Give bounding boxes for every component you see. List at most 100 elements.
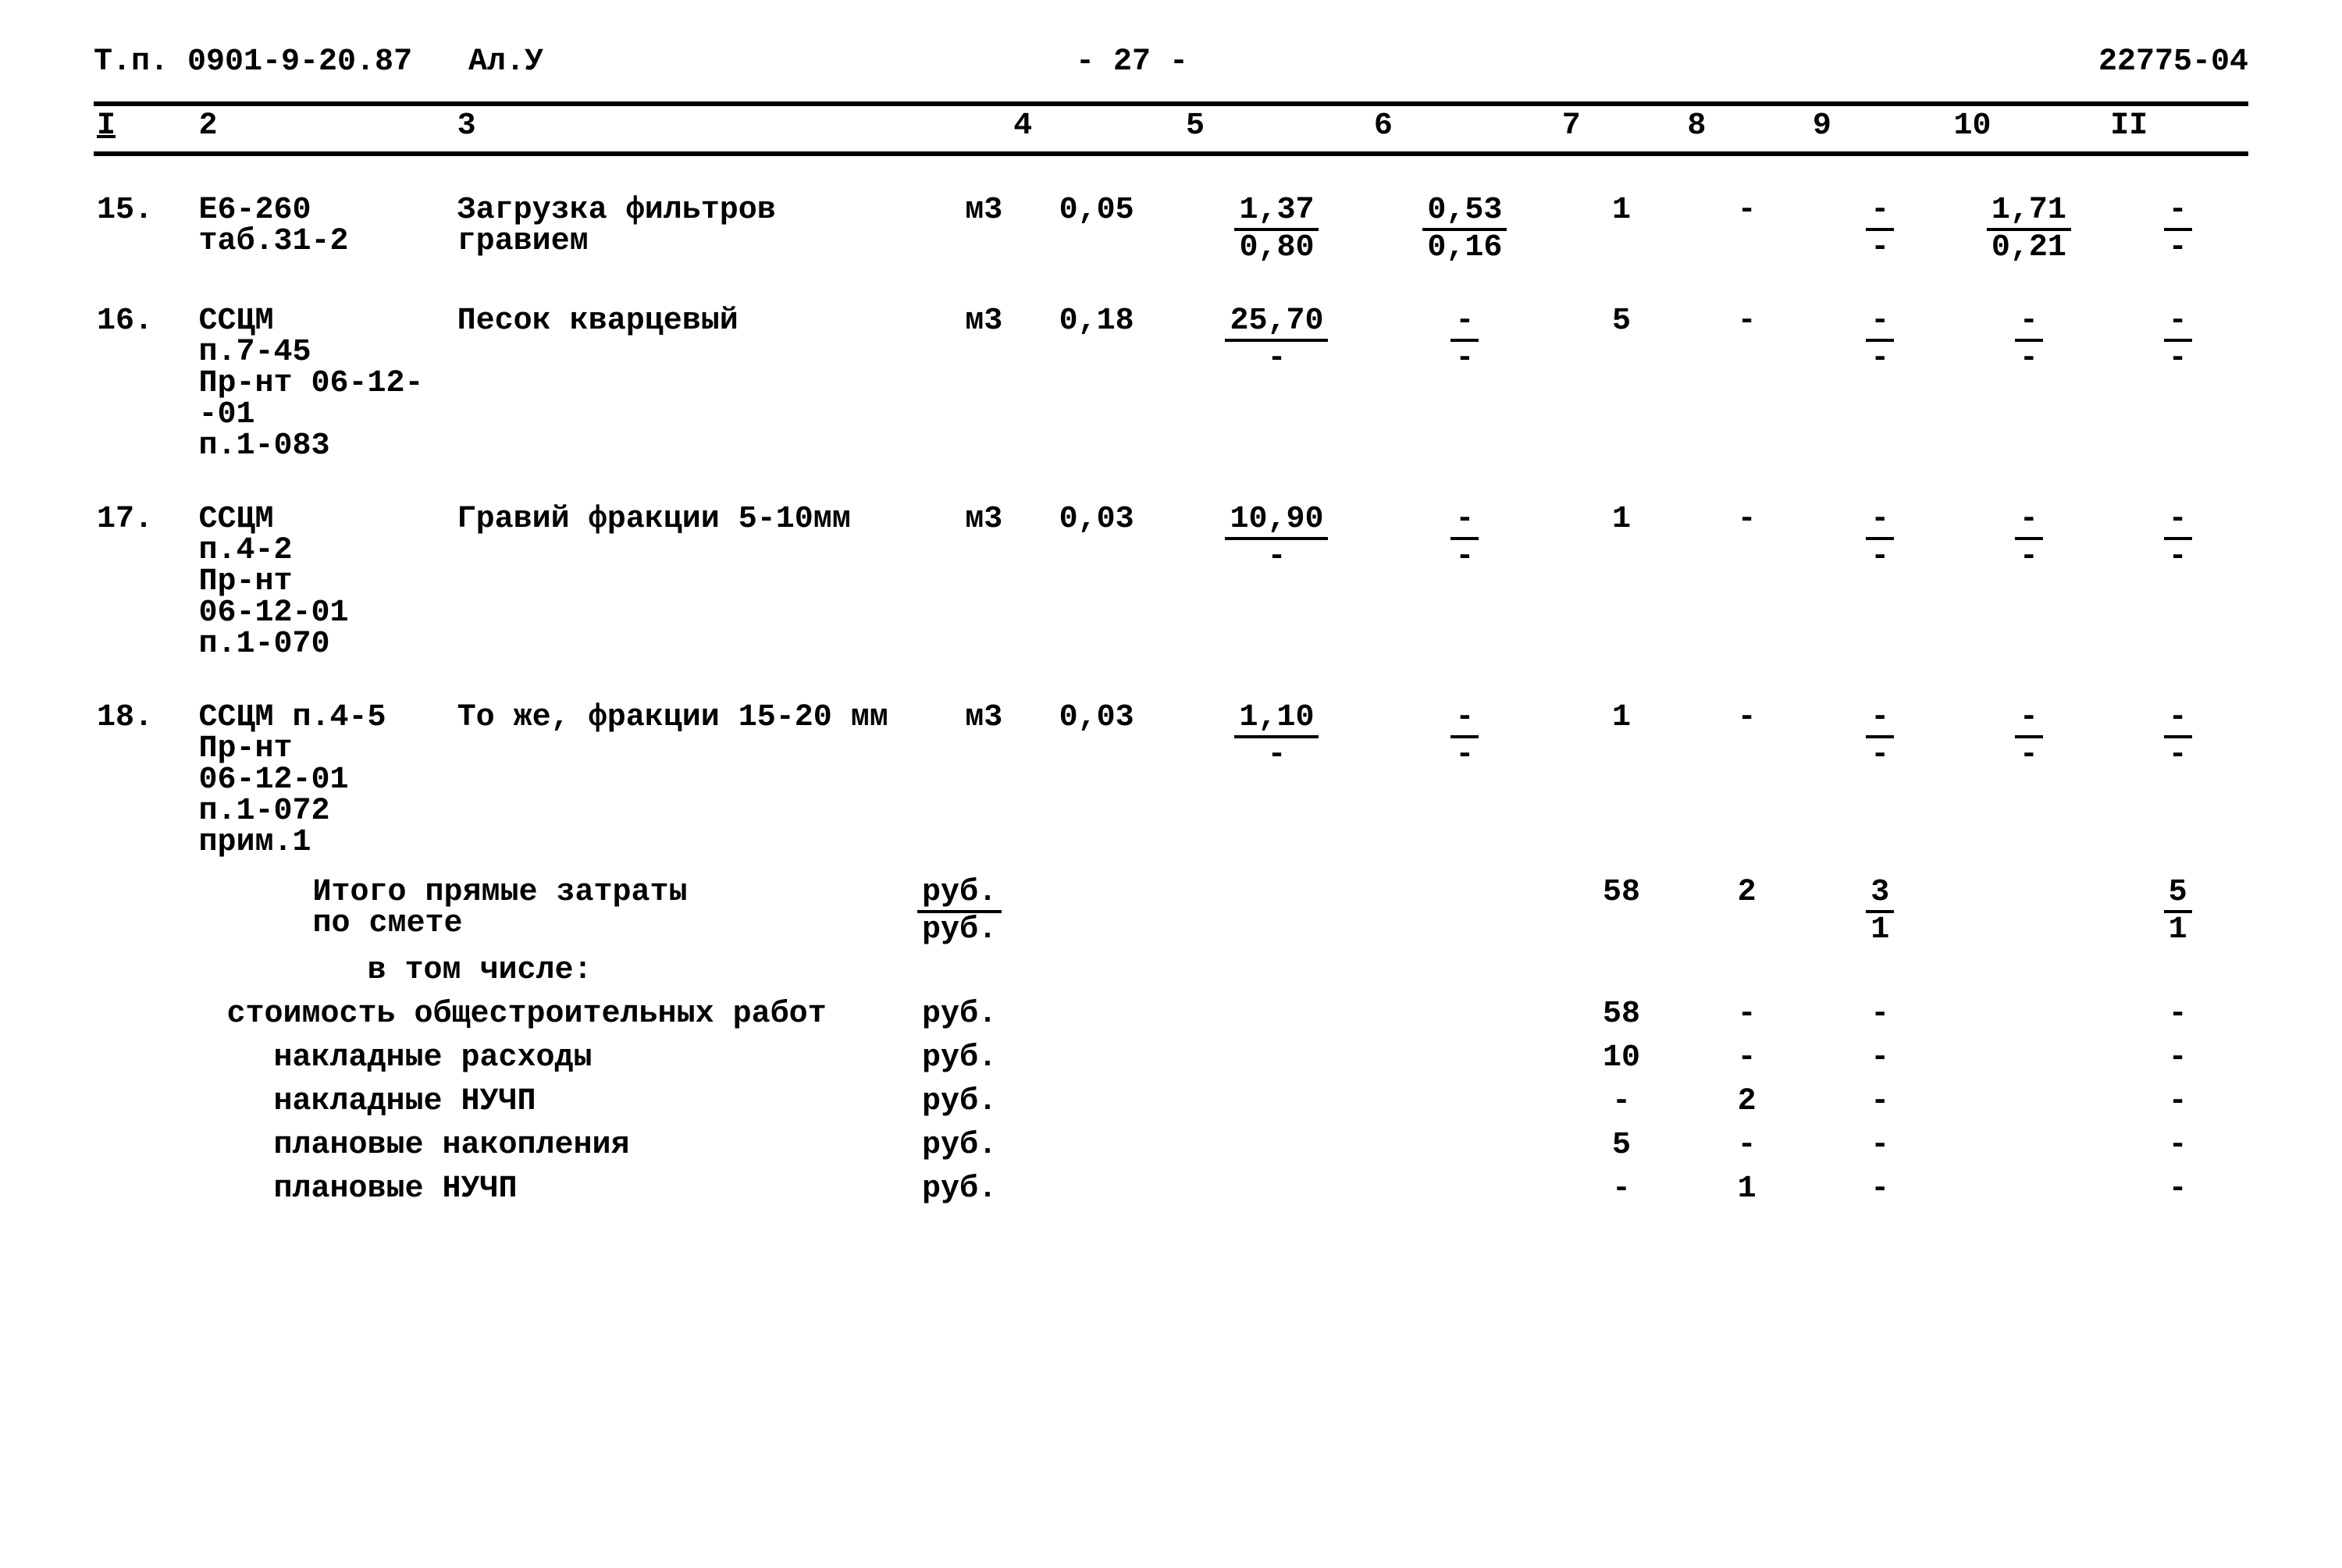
row-ref: ССЦМ п.4-2 Пр-нт 06-12-01 п.1-070 bbox=[195, 465, 454, 663]
summary-label: накладные расходы bbox=[195, 1036, 908, 1080]
row-ref: Е6-260 таб.31-2 bbox=[195, 154, 454, 267]
row-desc: То же, фракции 15-20 мм bbox=[454, 663, 909, 862]
cell: -- bbox=[1951, 267, 2108, 465]
summary-incl-label: в том числе: bbox=[195, 949, 2248, 993]
col-10: 10 bbox=[1951, 104, 2108, 154]
row-desc: Загрузка фильтров гравием bbox=[454, 154, 909, 267]
row-ref: ССЦМ п.7-45 Пр-нт 06-12- -01 п.1-083 bbox=[195, 267, 454, 465]
col-4: 4 bbox=[1010, 104, 1183, 154]
header-code: 22775-04 bbox=[1405, 47, 2248, 78]
cell: 5 bbox=[1559, 1124, 1685, 1168]
cell: -- bbox=[2107, 154, 2248, 267]
cell: -- bbox=[1810, 154, 1951, 267]
page: Т.п. 0901-9-20.87 Ал.У - 27 - 22775-04 I… bbox=[0, 0, 2342, 1568]
table-row: 16.ССЦМ п.7-45 Пр-нт 06-12- -01 п.1-083П… bbox=[94, 267, 2248, 465]
cell: - bbox=[2107, 993, 2248, 1036]
cell: - bbox=[2107, 1168, 2248, 1211]
col-1: I bbox=[94, 104, 195, 154]
summary-label: стоимость общестроительных работ bbox=[195, 993, 908, 1036]
cell: - bbox=[1684, 663, 1810, 862]
col-9: 9 bbox=[1810, 104, 1951, 154]
cell: 1,710,21 bbox=[1951, 154, 2108, 267]
cell: - bbox=[1684, 154, 1810, 267]
cell: -- bbox=[1810, 465, 1951, 663]
summary-body: Итого прямые затраты по сметеруб.руб.582… bbox=[94, 862, 2248, 1211]
cell: 1 bbox=[1684, 1168, 1810, 1211]
cell: - bbox=[1559, 1168, 1685, 1211]
row-num: 15. bbox=[94, 154, 195, 267]
cell: -- bbox=[1371, 267, 1559, 465]
cell: - bbox=[1684, 1036, 1810, 1080]
cell: - bbox=[1810, 1036, 1951, 1080]
row-unit: м3 bbox=[909, 663, 1010, 862]
cell: 1 bbox=[1559, 663, 1685, 862]
cell: 1,370,80 bbox=[1183, 154, 1371, 267]
cell: -- bbox=[1810, 267, 1951, 465]
summary-unit: руб.руб. bbox=[909, 862, 1010, 949]
cell: 0,03 bbox=[1010, 663, 1183, 862]
cell: - bbox=[1684, 993, 1810, 1036]
table-header: I 2 3 4 5 6 7 8 9 10 II bbox=[94, 104, 2248, 154]
cell: -- bbox=[2107, 267, 2248, 465]
row-num: 18. bbox=[94, 663, 195, 862]
summary-label: накладные НУЧП bbox=[195, 1080, 908, 1124]
cell: 58 bbox=[1559, 993, 1685, 1036]
col-11: II bbox=[2107, 104, 2248, 154]
table-row: 18.ССЦМ п.4-5 Пр-нт 06-12-01 п.1-072 при… bbox=[94, 663, 2248, 862]
page-header: Т.п. 0901-9-20.87 Ал.У - 27 - 22775-04 bbox=[94, 47, 2248, 78]
cell: - bbox=[1810, 1168, 1951, 1211]
cell: - bbox=[2107, 1080, 2248, 1124]
cell: 0,530,16 bbox=[1371, 154, 1559, 267]
row-num: 17. bbox=[94, 465, 195, 663]
header-page: - 27 - bbox=[859, 47, 1405, 78]
summary-row: накладные расходыруб.10--- bbox=[94, 1036, 2248, 1080]
cell: -- bbox=[2107, 663, 2248, 862]
summary-row: накладные НУЧПруб.-2-- bbox=[94, 1080, 2248, 1124]
cell: -- bbox=[1371, 663, 1559, 862]
row-num: 16. bbox=[94, 267, 195, 465]
cell: - bbox=[1810, 993, 1951, 1036]
cell: -- bbox=[1371, 465, 1559, 663]
cell: -- bbox=[2107, 465, 2248, 663]
col-2: 2 bbox=[195, 104, 454, 154]
cell: -- bbox=[1951, 465, 2108, 663]
summary-unit: руб. bbox=[909, 1036, 1010, 1080]
cell: - bbox=[1559, 1080, 1685, 1124]
header-tp: Т.п. 0901-9-20.87 bbox=[94, 47, 468, 78]
cell: - bbox=[1810, 1124, 1951, 1168]
cell: 0,18 bbox=[1010, 267, 1183, 465]
summary-head: Итого прямые затраты по сметеруб.руб. 582… bbox=[94, 862, 2248, 949]
cell: 5 bbox=[1559, 267, 1685, 465]
cell: - bbox=[1810, 1080, 1951, 1124]
cell: - bbox=[2107, 1124, 2248, 1168]
row-desc: Гравий фракции 5-10мм bbox=[454, 465, 909, 663]
row-ref: ССЦМ п.4-5 Пр-нт 06-12-01 п.1-072 прим.1 bbox=[195, 663, 454, 862]
summary-label: плановые НУЧП bbox=[195, 1168, 908, 1211]
summary-row: стоимость общестроительных работруб.58--… bbox=[94, 993, 2248, 1036]
cell: - bbox=[1684, 267, 1810, 465]
summary-unit: руб. bbox=[909, 993, 1010, 1036]
row-desc: Песок кварцевый bbox=[454, 267, 909, 465]
cell: 10 bbox=[1559, 1036, 1685, 1080]
cell: 2 bbox=[1684, 862, 1810, 949]
cell: 1 bbox=[1559, 154, 1685, 267]
summary-unit: руб. bbox=[909, 1080, 1010, 1124]
cell: 10,90- bbox=[1183, 465, 1371, 663]
summary-incl: в том числе: bbox=[94, 949, 2248, 993]
col-8: 8 bbox=[1684, 104, 1810, 154]
row-unit: м3 bbox=[909, 154, 1010, 267]
summary-title: Итого прямые затраты по смете bbox=[195, 862, 908, 949]
summary-unit: руб. bbox=[909, 1168, 1010, 1211]
table-row: 15.Е6-260 таб.31-2Загрузка фильтров грав… bbox=[94, 154, 2248, 267]
col-7: 7 bbox=[1559, 104, 1685, 154]
cell: 1 bbox=[1559, 465, 1685, 663]
cell: 58 bbox=[1559, 862, 1685, 949]
table-body: 15.Е6-260 таб.31-2Загрузка фильтров грав… bbox=[94, 154, 2248, 862]
cell: - bbox=[2107, 1036, 2248, 1080]
col-3: 3 bbox=[454, 104, 1011, 154]
cell: -- bbox=[1951, 663, 2108, 862]
cell: - bbox=[1684, 465, 1810, 663]
cell: - bbox=[1684, 1124, 1810, 1168]
summary-unit: руб. bbox=[909, 1124, 1010, 1168]
table-row: 17.ССЦМ п.4-2 Пр-нт 06-12-01 п.1-070Грав… bbox=[94, 465, 2248, 663]
